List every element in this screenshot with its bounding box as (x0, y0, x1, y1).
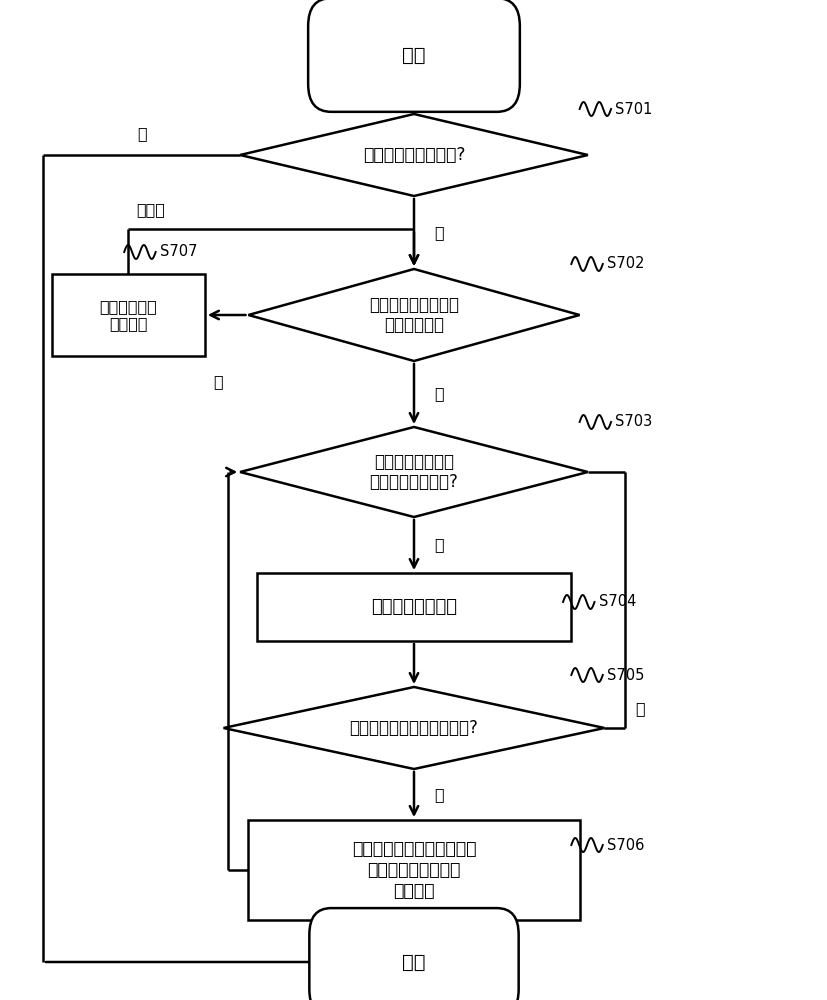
Text: S702: S702 (606, 256, 643, 271)
Text: S704: S704 (598, 594, 635, 609)
Text: 否: 否 (136, 126, 146, 141)
Bar (51, 274, 205, 356)
Text: 启动本步骤的计算线程，并
将计算结果放入所述
缓存队列: 启动本步骤的计算线程，并 将计算结果放入所述 缓存队列 (351, 840, 476, 900)
Text: 否: 否 (213, 374, 222, 389)
Text: 开始: 开始 (402, 45, 425, 64)
FancyBboxPatch shape (308, 0, 519, 112)
Text: 是: 是 (434, 386, 444, 401)
Text: 前一步骤有结果且
缓存队列是否为满?: 前一步骤有结果且 缓存队列是否为满? (369, 453, 458, 491)
Polygon shape (240, 427, 587, 517)
Polygon shape (248, 269, 579, 361)
Bar (256, 573, 571, 641)
Text: 前一步骤是否有结果?: 前一步骤是否有结果? (362, 146, 465, 164)
Text: S706: S706 (606, 838, 643, 852)
Text: 是: 是 (434, 225, 444, 240)
Text: 被唤醒: 被唤醒 (136, 202, 165, 217)
Text: 预取线程进入
等待状态: 预取线程进入 等待状态 (99, 299, 157, 331)
Text: S703: S703 (614, 414, 652, 429)
Polygon shape (223, 687, 604, 769)
FancyBboxPatch shape (309, 908, 518, 1000)
Text: 预取线程池是否有剩余配额?: 预取线程池是否有剩余配额? (349, 719, 478, 737)
Polygon shape (240, 114, 587, 196)
Text: 是: 是 (434, 787, 444, 802)
Bar (248, 820, 579, 920)
Text: S705: S705 (606, 668, 643, 682)
Text: S707: S707 (160, 244, 197, 259)
Text: 否: 否 (634, 701, 644, 716)
Text: 缓存队列结果数是否
小于容量阈值: 缓存队列结果数是否 小于容量阈值 (369, 296, 458, 334)
Text: 结束: 结束 (402, 952, 425, 972)
Text: 取前一步骤的结果: 取前一步骤的结果 (370, 598, 457, 616)
Text: S701: S701 (614, 102, 652, 116)
Text: 否: 否 (434, 537, 444, 552)
